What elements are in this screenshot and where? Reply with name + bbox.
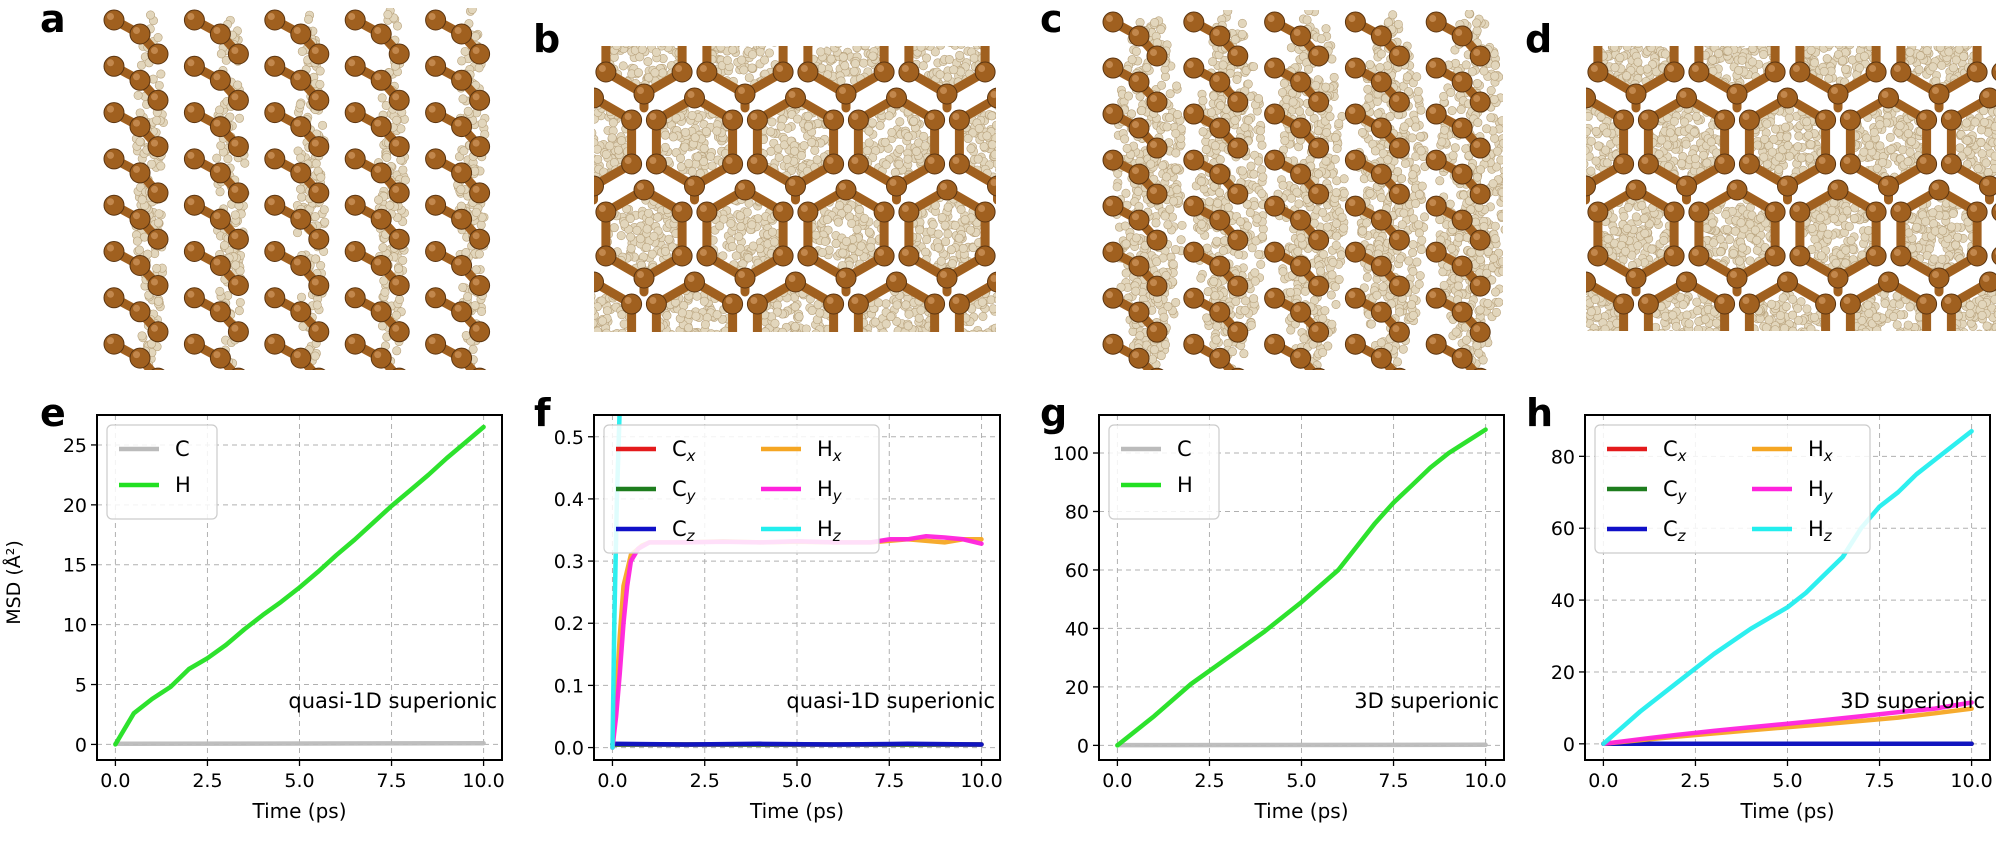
chart-g: 0.0 2.5 5.0 7.5 10.0 0 20 40 60 80 100 Time (ps) 3D … <box>1053 415 1507 823</box>
y-tick-label: 20 <box>1065 677 1089 699</box>
y-tick-label: 0.2 <box>554 613 584 635</box>
x-tick-label: 7.5 <box>376 770 406 792</box>
y-tick-label: 0.4 <box>554 489 584 511</box>
legend-box <box>1109 425 1219 519</box>
x-tick-label: 5.0 <box>1286 770 1316 792</box>
chart-f: 0.0 2.5 5.0 7.5 10.0 0.0 0.1 0.2 0.3 0.4 0.5 Time (… <box>554 375 1003 823</box>
y-tick-label: 0.3 <box>554 551 584 573</box>
legend-box <box>107 425 217 519</box>
x-tick-label: 0.0 <box>100 770 130 792</box>
x-tick-label: 2.5 <box>690 770 720 792</box>
x-tick-label: 7.5 <box>1378 770 1408 792</box>
y-tick-label: 25 <box>63 435 87 457</box>
y-tick-label: 60 <box>1065 560 1089 582</box>
x-tick-label: 5.0 <box>1772 770 1802 792</box>
series-line-C <box>115 743 483 744</box>
x-tick-label: 2.5 <box>1194 770 1224 792</box>
y-tick-label: 40 <box>1551 590 1575 612</box>
legend-label: H <box>175 473 191 497</box>
x-tick-label: 10.0 <box>1464 770 1506 792</box>
regime-annotation: quasi-1D superionic <box>786 689 995 713</box>
x-axis-label: Time (ps) <box>1253 799 1348 823</box>
regime-annotation: 3D superionic <box>1354 689 1499 713</box>
y-tick-label: 100 <box>1053 443 1089 465</box>
y-tick-label: 0 <box>1563 734 1575 756</box>
x-tick-label: 7.5 <box>1864 770 1894 792</box>
legend-label: H <box>1177 473 1193 497</box>
y-tick-label: 15 <box>63 555 87 577</box>
y-tick-label: 0.5 <box>554 427 584 449</box>
x-tick-label: 0.0 <box>597 770 627 792</box>
y-tick-label: 80 <box>1065 501 1089 523</box>
x-tick-label: 0.0 <box>1588 770 1618 792</box>
y-tick-label: 60 <box>1551 518 1575 540</box>
x-tick-label: 2.5 <box>192 770 222 792</box>
x-tick-label: 10.0 <box>960 770 1002 792</box>
x-tick-label: 2.5 <box>1680 770 1710 792</box>
x-tick-label: 5.0 <box>782 770 812 792</box>
y-tick-label: 0 <box>1077 735 1089 757</box>
y-tick-label: 0 <box>75 734 87 756</box>
y-tick-label: 20 <box>1551 662 1575 684</box>
y-tick-label: 0.1 <box>554 675 584 697</box>
x-tick-label: 10.0 <box>1950 770 1992 792</box>
x-axis-label: Time (ps) <box>251 799 346 823</box>
legend-label: C <box>175 437 190 461</box>
x-tick-label: 7.5 <box>874 770 904 792</box>
y-tick-label: 0.0 <box>554 738 584 760</box>
x-tick-label: 10.0 <box>462 770 504 792</box>
legend-label: C <box>1177 437 1192 461</box>
x-tick-label: 5.0 <box>284 770 314 792</box>
series-line-Cz <box>613 744 982 745</box>
chart-h: 0.0 2.5 5.0 7.5 10.0 0 20 40 60 80 Time (ps) 3D sup… <box>1551 415 1993 823</box>
y-tick-label: 40 <box>1065 618 1089 640</box>
y-tick-label: 10 <box>63 615 87 637</box>
x-axis-label: Time (ps) <box>749 799 844 823</box>
x-tick-label: 0.0 <box>1102 770 1132 792</box>
y-axis-label: MSD (Å²) <box>2 540 25 625</box>
y-tick-label: 80 <box>1551 446 1575 468</box>
x-axis-label: Time (ps) <box>1739 799 1834 823</box>
y-tick-label: 20 <box>63 495 87 517</box>
regime-annotation: 3D superionic <box>1840 689 1985 713</box>
regime-annotation: quasi-1D superionic <box>288 689 497 713</box>
y-tick-label: 5 <box>75 675 87 697</box>
chart-e: 0.0 2.5 5.0 7.5 10.0 0 5 10 15 20 25 Time (ps) MSD (… <box>2 415 505 823</box>
